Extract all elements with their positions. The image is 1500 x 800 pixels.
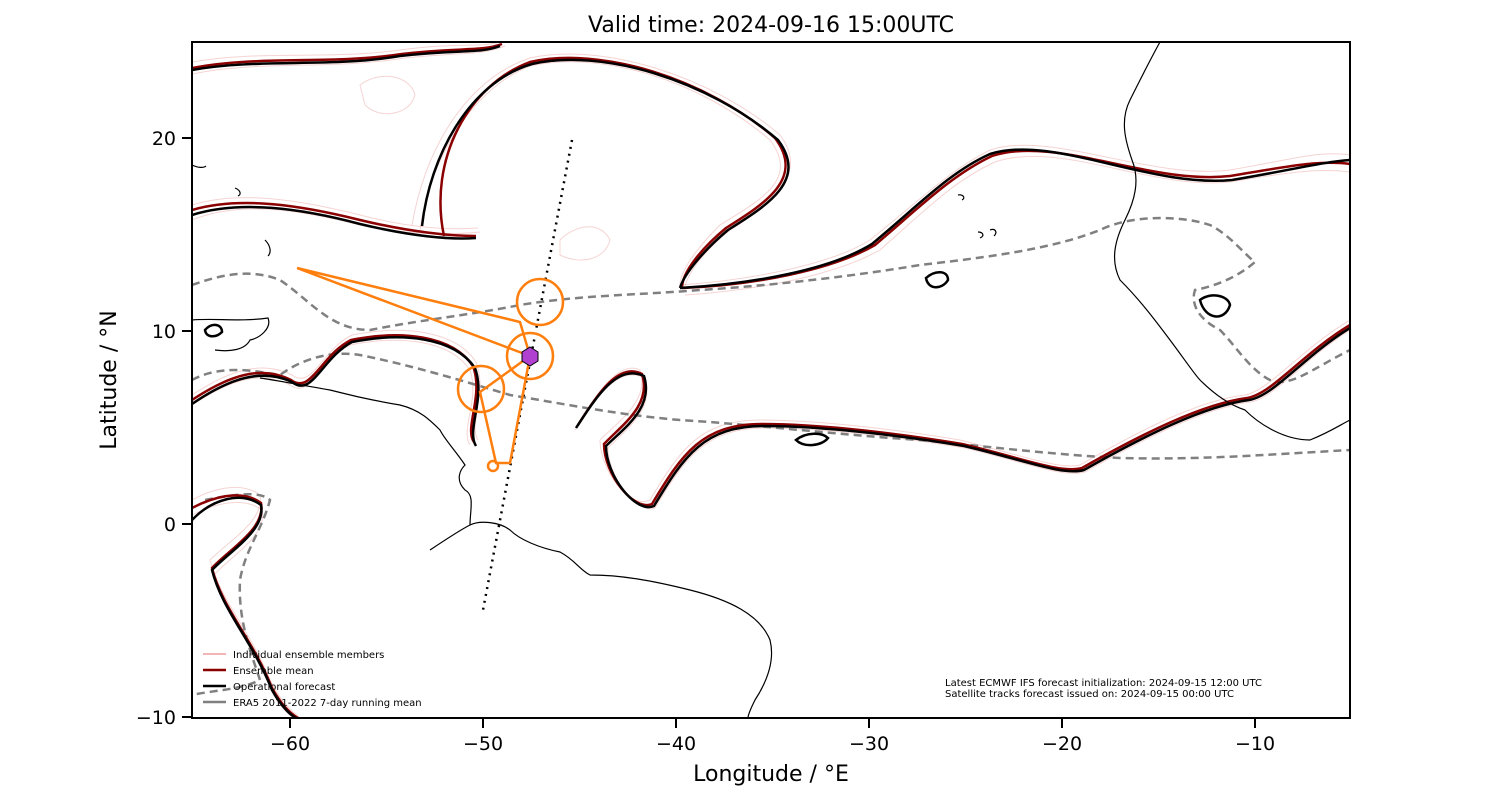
operational-forecast (192, 44, 1350, 718)
legend-label-operational: Operational forecast (233, 682, 335, 693)
map-area: Individual ensemble members Ensemble mea… (192, 42, 1350, 718)
legend: Individual ensemble members Ensemble mea… (203, 650, 422, 709)
x-axis-label: Longitude / °E (693, 762, 849, 787)
satellite-issue-note: Satellite tracks forecast issued on: 202… (945, 689, 1234, 700)
forecast-init-note: Latest ECMWF IFS forecast initialization… (945, 678, 1262, 689)
y-tick-label: 10 (152, 321, 176, 343)
uncertainty-circle-2 (505, 331, 555, 381)
uncertainty-circle-4 (486, 459, 500, 473)
x-tick-label: −60 (270, 733, 310, 755)
ensemble-member-contours (192, 42, 1350, 718)
legend-label-ensemble-mean: Ensemble mean (233, 666, 314, 677)
uncertainty-circle-3 (456, 364, 506, 414)
y-axis-label: Latitude / °N (97, 310, 122, 449)
x-tick-label: −10 (1235, 733, 1275, 755)
y-tick-label: 20 (152, 128, 176, 150)
x-tick-label: −30 (849, 733, 889, 755)
x-tick-label: −50 (463, 733, 503, 755)
legend-label-ensemble-members: Individual ensemble members (233, 650, 384, 661)
ensemble-mean (192, 42, 1350, 718)
coastlines (192, 42, 1350, 718)
y-tick-label: 0 (164, 514, 176, 536)
forecast-track (296, 266, 565, 473)
legend-label-era5: ERA5 2011-2022 7-day running mean (233, 698, 422, 709)
x-axis (289, 718, 1256, 728)
x-tick-label: −40 (656, 733, 696, 755)
y-axis (182, 137, 192, 718)
uncertainty-circle-1 (515, 277, 565, 327)
storm-marker-hexagon (521, 346, 539, 367)
y-tick-label: −10 (136, 707, 176, 729)
era5-running-mean (192, 216, 1350, 697)
axes-frame (191, 41, 1351, 719)
x-tick-label: −20 (1042, 733, 1082, 755)
chart-title: Valid time: 2024-09-16 15:00UTC (588, 13, 954, 38)
